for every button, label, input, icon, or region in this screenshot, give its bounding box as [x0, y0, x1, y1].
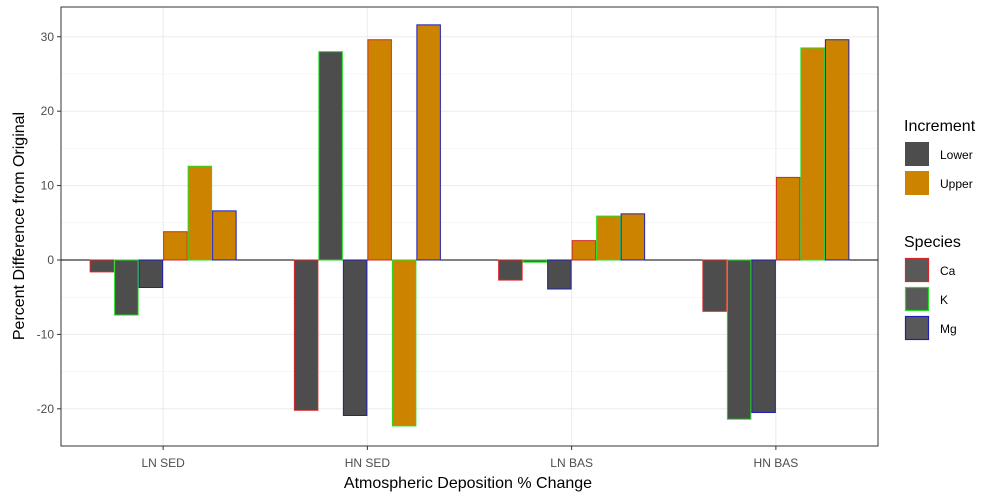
- legend: Increment Lower Upper Species Ca K Mg: [904, 118, 976, 341]
- legend-label-lower: Lower: [940, 148, 973, 162]
- axis-layer: -20 -10 0 10 20 30 LN SED HN SED LN BAS HN BAS: [37, 30, 799, 470]
- legend-label-mg: Mg: [940, 322, 957, 336]
- bar-lower-k: [522, 259, 548, 263]
- bar-lower-k: [114, 259, 139, 316]
- bar-upper-k: [596, 215, 621, 261]
- bar-upper-mg: [824, 39, 850, 261]
- bar-upper-ca: [571, 240, 597, 261]
- bar-upper-k: [800, 47, 825, 261]
- bar-lower-ca: [89, 259, 115, 273]
- bar-upper-mg: [212, 210, 237, 261]
- bar-lower-ca: [702, 259, 727, 312]
- plot-border: [60, 6, 879, 447]
- legend-key-ca: [904, 257, 930, 283]
- bar-lower-mg: [342, 259, 368, 416]
- bar-upper-ca: [775, 176, 801, 261]
- bar-lower-ca: [293, 259, 319, 411]
- legend-increment-title: Increment: [904, 118, 976, 135]
- y-axis-title: Percent Difference from Original: [11, 112, 28, 340]
- bar-lower-k: [318, 51, 343, 261]
- legend-key-mg: [904, 315, 930, 341]
- legend-key-lower: [905, 142, 929, 166]
- bar-lower-mg: [751, 259, 776, 414]
- x-tick-label: HN SED: [345, 456, 391, 470]
- x-tick-label: LN BAS: [550, 456, 593, 470]
- y-tick-label: 0: [47, 253, 54, 267]
- legend-species-items: Ca K Mg: [904, 257, 957, 341]
- x-tick-label: HN BAS: [754, 456, 799, 470]
- y-tick-label: -20: [37, 402, 55, 416]
- bar-upper-mg: [416, 24, 441, 261]
- legend-species-title: Species: [904, 234, 961, 251]
- bar-lower-mg: [138, 259, 164, 289]
- legend-label-ca: Ca: [940, 264, 956, 278]
- x-tick-label: LN SED: [141, 456, 185, 470]
- bar-lower-mg: [547, 259, 572, 290]
- bar-upper-ca: [163, 231, 188, 261]
- legend-key-upper: [905, 171, 929, 195]
- y-tick-label: -10: [37, 327, 55, 341]
- bar-lower-ca: [498, 259, 523, 281]
- bar-upper-k: [187, 165, 213, 261]
- legend-key-k: [904, 286, 930, 312]
- legend-label-upper: Upper: [940, 177, 973, 191]
- y-tick-label: 20: [41, 104, 55, 118]
- bar-upper-k: [391, 259, 417, 427]
- bar-upper-ca: [367, 39, 392, 261]
- y-tick-label: 10: [41, 179, 55, 193]
- x-axis-title: Atmospheric Deposition % Change: [344, 475, 592, 492]
- bar-upper-mg: [620, 213, 646, 261]
- legend-label-k: K: [940, 293, 948, 307]
- bar-lower-k: [726, 259, 752, 420]
- bar-layer: [89, 24, 850, 427]
- legend-increment-items: Lower Upper: [905, 142, 973, 195]
- y-tick-label: 30: [41, 30, 55, 44]
